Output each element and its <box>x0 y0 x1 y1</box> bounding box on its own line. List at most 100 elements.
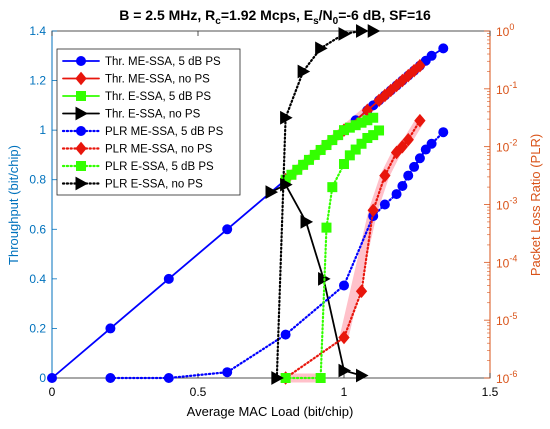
data-point-series-2 <box>414 58 426 73</box>
tick-base: 10 <box>496 141 510 155</box>
tick-exponent: -2 <box>509 138 517 148</box>
data-point-series-7 <box>339 159 349 170</box>
data-point-series-1 <box>426 50 437 61</box>
y-axis-left-label: Throughput (bit/chip) <box>6 145 21 265</box>
legend-label: PLR ME-SSA, 5 dB PS <box>105 126 224 138</box>
x-axis-label: Average MAC Load (bit/chip) <box>187 404 354 419</box>
data-point-series-8 <box>280 110 293 125</box>
legend-box <box>56 48 241 196</box>
data-point-series-6 <box>396 139 409 154</box>
y-right-tick-label: 10-5 <box>496 311 517 328</box>
legend-label: PLR ME-SSA, no PS <box>105 144 213 156</box>
data-point-series-7 <box>321 222 332 233</box>
tick-exponent: -1 <box>509 80 517 90</box>
data-point-series-1 <box>47 373 57 383</box>
data-point-series-8 <box>356 24 369 38</box>
data-point-series-4 <box>265 185 279 199</box>
data-point-series-5 <box>280 329 291 340</box>
data-point-series-6 <box>390 145 403 160</box>
legend-label: PLR E-SSA, no PS <box>105 179 203 191</box>
y-left-tick-label: 0.8 <box>29 173 46 187</box>
data-point-series-7 <box>350 144 361 155</box>
y-left-tick-label: 1.2 <box>29 74 46 88</box>
data-point-series-5 <box>403 170 414 181</box>
chart-title: B = 2.5 MHz, Rc=1.92 Mcps, Es/N0=-6 dB, … <box>119 7 431 27</box>
title-sub-s: s <box>313 16 319 27</box>
data-point-series-1 <box>438 43 449 54</box>
tick-base: 10 <box>496 83 510 97</box>
legend-marker <box>75 106 89 121</box>
data-point-series-1 <box>105 323 116 334</box>
data-point-series-6 <box>402 132 414 147</box>
x-tick-label: 1.5 <box>482 385 499 399</box>
title-part-3: /N <box>319 7 333 23</box>
data-point-series-8 <box>367 24 381 38</box>
title-part-1: B = 2.5 MHz, R <box>119 7 215 23</box>
data-point-series-6 <box>379 168 391 183</box>
legend-label: Thr. E-SSA, 5 dB PS <box>105 91 211 103</box>
tick-exponent: 0 <box>509 22 514 32</box>
tick-exponent: -5 <box>509 311 517 321</box>
legend-label: Thr. ME-SSA, 5 dB PS <box>105 56 221 68</box>
y-right-tick-label: 10-1 <box>496 80 517 97</box>
data-point-series-5 <box>222 367 233 378</box>
data-point-series-3 <box>368 112 379 123</box>
data-point-series-5 <box>379 199 390 210</box>
title-part-4: =-6 dB, SF=16 <box>338 7 431 23</box>
legend: Thr. ME-SSA, 5 dB PS Thr. ME-SSA, no PS Th… <box>56 48 241 196</box>
data-point-series-4 <box>300 215 314 229</box>
series-line-4 <box>270 183 363 377</box>
legend-label: PLR E-SSA, 5 dB PS <box>105 161 214 173</box>
data-point-series-4 <box>356 368 369 383</box>
data-point-series-5 <box>420 144 431 155</box>
data-point-series-6 <box>355 284 368 299</box>
tick-base: 10 <box>496 314 510 328</box>
legend-label: Thr. ME-SSA, no PS <box>105 74 210 86</box>
title-part-2: =1.92 Mcps, E <box>221 7 313 23</box>
y-left-tick-label: 0 <box>39 371 46 385</box>
y-right-tick-label: 10-2 <box>496 138 517 155</box>
data-point-series-1 <box>222 224 233 235</box>
tick-exponent: -6 <box>509 369 517 379</box>
data-point-series-8 <box>315 41 328 56</box>
legend-marker <box>75 71 87 86</box>
data-point-series-8 <box>338 27 352 41</box>
legend-marker <box>76 126 86 136</box>
tick-base: 10 <box>496 256 510 270</box>
data-point-series-7 <box>356 138 367 149</box>
y-right-tick-label: 10-6 <box>496 369 517 386</box>
y-left-tick-label: 1.4 <box>29 24 46 38</box>
tick-base: 10 <box>496 372 510 386</box>
legend-marker <box>75 176 89 191</box>
data-point-series-5 <box>409 161 420 172</box>
y-left-tick-label: 0.2 <box>29 321 46 335</box>
data-point-series-5 <box>391 189 402 200</box>
legend-marker <box>75 141 87 156</box>
data-point-series-6 <box>414 113 426 128</box>
data-point-series-5 <box>414 153 425 164</box>
x-tick-label: 0 <box>49 385 56 399</box>
data-point-series-5 <box>105 373 116 383</box>
data-point-series-5 <box>397 180 408 191</box>
tick-exponent: -3 <box>509 196 517 206</box>
legend-marker <box>76 56 86 66</box>
data-point-series-5 <box>438 127 449 138</box>
legend-label: Thr. E-SSA, no PS <box>105 109 201 121</box>
data-point-series-6 <box>338 330 350 345</box>
y-left-tick-label: 0.4 <box>29 272 46 286</box>
y-axis-right-label: Packet Loss Ratio (PLR) <box>528 134 543 276</box>
y-left-tick-label: 1 <box>39 123 46 137</box>
plot-area: 0 0.5 1 1.500.20.40.60.811.21.410-610-510-4… <box>29 22 517 399</box>
title-sub-0: 0 <box>333 16 339 27</box>
data-point-series-5 <box>339 280 349 291</box>
y-right-tick-label: 100 <box>496 22 514 39</box>
title-sub-c: c <box>215 16 221 27</box>
legend-marker <box>76 91 86 101</box>
data-point-series-7 <box>374 125 385 136</box>
y-left-tick-label: 0.6 <box>29 222 46 236</box>
data-point-series-7 <box>315 373 326 383</box>
data-point-series-7 <box>327 182 338 193</box>
data-point-series-8 <box>271 371 284 385</box>
